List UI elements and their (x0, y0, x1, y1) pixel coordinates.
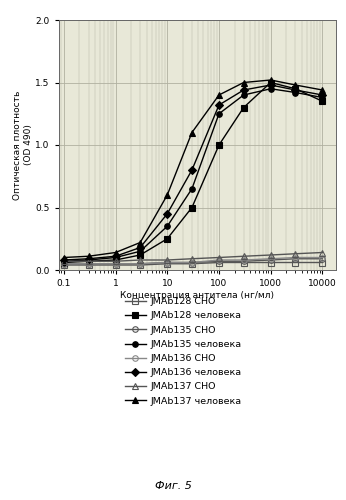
Text: Фиг. 5: Фиг. 5 (155, 481, 191, 491)
Legend: JMAb128 CHO, JMAb128 человека, JMAb135 CHO, JMAb135 человека, JMAb136 CHO, JMAb1: JMAb128 CHO, JMAb128 человека, JMAb135 C… (125, 297, 242, 406)
Y-axis label: Оптическая плотность
(OD 490): Оптическая плотность (OD 490) (13, 90, 33, 200)
X-axis label: Концентрация антитела (нг/мл): Концентрация антитела (нг/мл) (120, 291, 274, 300)
